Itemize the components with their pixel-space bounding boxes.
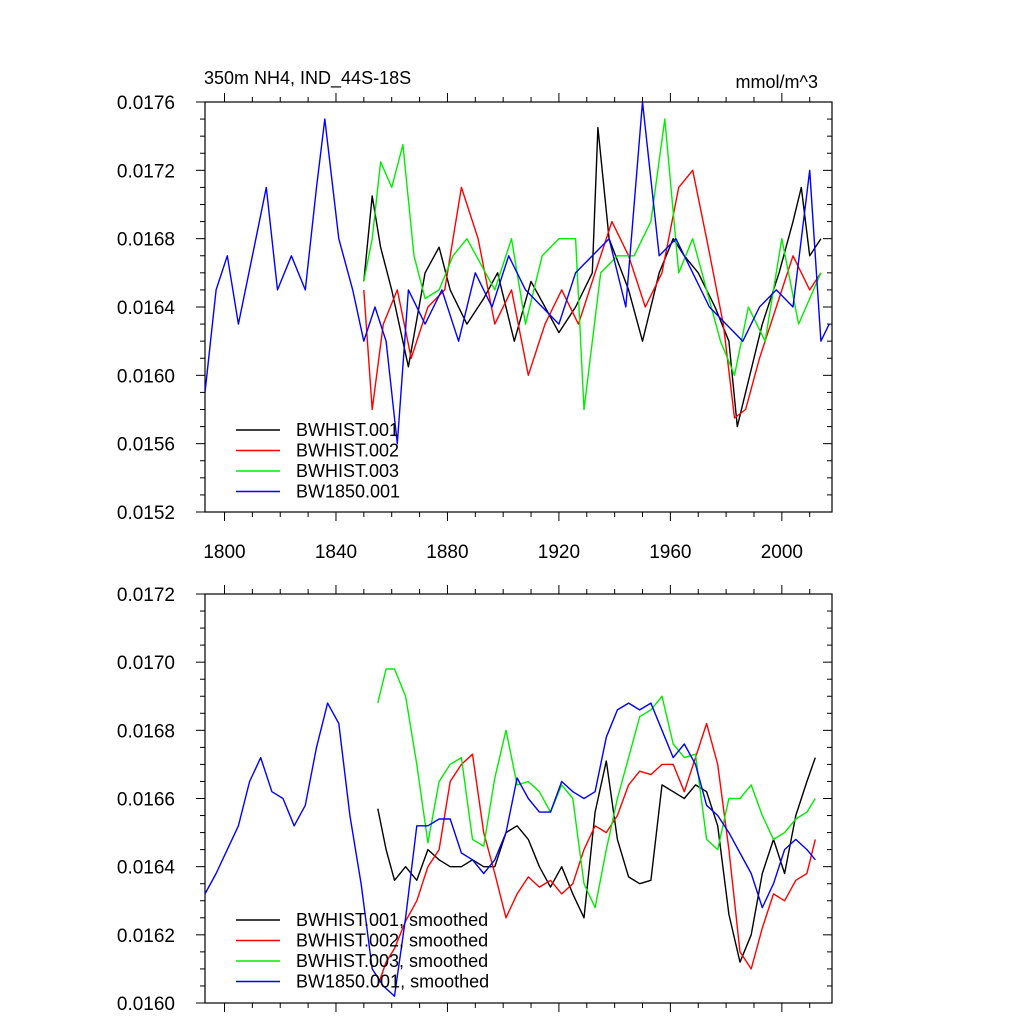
y-tick-label: 0.0152	[117, 503, 175, 524]
y-tick-label: 0.0172	[117, 585, 175, 606]
series-line-bwhist-002-smoothed	[377, 722, 816, 987]
legend-label: BWHIST.001	[296, 420, 399, 440]
x-tick-label: 1840	[315, 542, 357, 563]
legend-label: BWHIST.003	[296, 461, 399, 481]
x-tick-label: 2000	[761, 542, 803, 563]
bottom-panel: 0.0160 0.0162 0.0164 0.0166 0.0168 0.0170 0.01…	[117, 585, 833, 1015]
y-tick-label: 0.0156	[117, 435, 175, 456]
x-tick-label: 1880	[426, 542, 468, 563]
y-tick-label: 0.0164	[117, 298, 176, 319]
top-panel: 0.0152 0.0156 0.0160 0.0164 0.0168 0.0172 0.01…	[117, 93, 833, 563]
y-tick-label: 0.0160	[117, 366, 175, 387]
y-tick-label: 0.0170	[117, 653, 175, 674]
y-tick-label: 0.0172	[117, 161, 175, 182]
legend-label: BWHIST.002	[296, 441, 399, 461]
y-tick-label: 0.0166	[117, 790, 175, 811]
y-tick-label: 0.0168	[117, 721, 175, 742]
series-line-bwhist-003-smoothed	[377, 668, 816, 909]
units-label: mmol/m^3	[736, 72, 818, 92]
plot-title: 350m NH4, IND_44S-18S	[204, 68, 411, 89]
legend-label: BW1850.001, smoothed	[296, 972, 489, 992]
legend-label: BW1850.001	[296, 482, 400, 502]
series-line-bw1850-001-smoothed	[205, 702, 816, 997]
legend-label: BWHIST.003, smoothed	[296, 951, 488, 971]
series-line-bw1850-001	[205, 102, 830, 445]
series-line-bwhist-003	[363, 118, 822, 411]
series-line-bwhist-001-smoothed	[377, 757, 816, 963]
series-line-bwhist-001	[363, 126, 822, 428]
x-tick-label: 1920	[538, 542, 580, 563]
legend-label: BWHIST.001, smoothed	[296, 910, 488, 930]
y-tick-label: 0.0176	[117, 93, 175, 114]
series-line-bwhist-002	[363, 169, 822, 419]
x-tick-label: 1960	[649, 542, 691, 563]
y-tick-label: 0.0162	[117, 926, 175, 947]
y-tick-label: 0.0164	[117, 858, 176, 879]
x-tick-label: 1800	[203, 542, 245, 563]
y-tick-label: 0.0168	[117, 230, 175, 251]
y-tick-label: 0.0160	[117, 994, 175, 1015]
legend-label: BWHIST.002, smoothed	[296, 931, 488, 951]
